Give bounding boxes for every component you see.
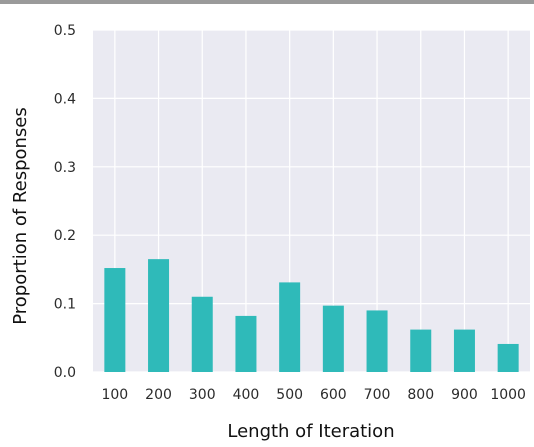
- bar-700: [366, 310, 388, 372]
- y-axis-label: Proportion of Responses: [10, 107, 31, 325]
- x-tick-labels: 100 200 300 400 500 600 700 800 900 1000: [101, 387, 525, 403]
- x-tick-label: 500: [276, 387, 303, 403]
- x-tick-label: 700: [364, 387, 391, 403]
- bar-300: [191, 296, 213, 372]
- top-divider: [0, 0, 534, 4]
- bar-600: [322, 305, 344, 372]
- y-tick-label: 0.1: [54, 297, 76, 313]
- x-tick-label: 1000: [490, 387, 526, 403]
- x-tick-label: 200: [145, 387, 172, 403]
- x-tick-label: 900: [451, 387, 478, 403]
- y-tick-label: 0.4: [54, 91, 76, 107]
- x-axis-label: Length of Iteration: [227, 421, 394, 442]
- x-tick-label: 400: [233, 387, 260, 403]
- bar-200: [148, 259, 170, 372]
- bars: [104, 259, 519, 372]
- bar-500: [279, 282, 301, 372]
- bar-100: [104, 268, 126, 372]
- x-tick-label: 100: [101, 387, 128, 403]
- bar-400: [235, 315, 257, 372]
- x-tick-label: 800: [407, 387, 434, 403]
- bar-1000: [497, 343, 519, 372]
- y-tick-label: 0.0: [54, 365, 76, 381]
- bar-900: [453, 329, 475, 372]
- bar-800: [410, 329, 432, 372]
- y-tick-label: 0.3: [54, 160, 76, 176]
- y-tick-label: 0.2: [54, 228, 76, 244]
- y-tick-label: 0.5: [54, 23, 76, 39]
- x-tick-label: 600: [320, 387, 347, 403]
- x-tick-label: 300: [189, 387, 216, 403]
- y-tick-labels: 0.0 0.1 0.2 0.3 0.4 0.5: [54, 23, 76, 381]
